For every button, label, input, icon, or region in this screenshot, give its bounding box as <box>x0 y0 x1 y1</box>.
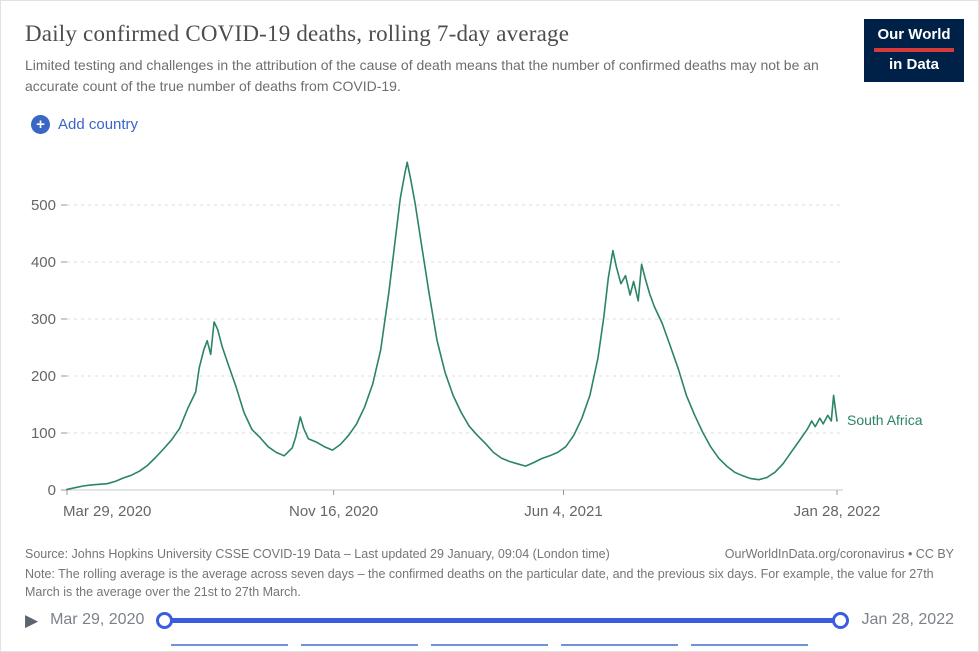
svg-text:0: 0 <box>48 482 56 499</box>
add-country-button[interactable]: + Add country <box>31 115 138 134</box>
svg-text:Nov 16, 2020: Nov 16, 2020 <box>289 503 378 520</box>
play-button[interactable]: ▶ <box>25 610 39 630</box>
svg-text:200: 200 <box>31 368 56 385</box>
svg-text:Jun 4, 2021: Jun 4, 2021 <box>524 503 602 520</box>
timeline-end-handle[interactable] <box>832 612 850 630</box>
timeline-track[interactable] <box>156 611 850 630</box>
plus-icon: + <box>31 115 50 134</box>
source-text: Source: Johns Hopkins University CSSE CO… <box>25 547 610 561</box>
svg-text:100: 100 <box>31 425 56 442</box>
chart-subtitle: Limited testing and challenges in the at… <box>25 57 819 94</box>
bottom-tab-3[interactable] <box>431 644 548 651</box>
bottom-tab-4[interactable] <box>561 644 678 651</box>
bottom-tab-2[interactable] <box>301 644 418 651</box>
page-title: Daily confirmed COVID-19 deaths, rolling… <box>25 21 570 46</box>
chart-svg[interactable]: 0 100 200 300 400 500 Mar 29, 2020 Nov 16, 2020… <box>23 138 958 538</box>
svg-text:400: 400 <box>31 254 56 271</box>
bottom-tab-1[interactable] <box>171 644 288 651</box>
timeline-control: ▶ Mar 29, 2020 Jan 28, 2022 <box>1 601 978 635</box>
chart-area[interactable]: 0 100 200 300 400 500 Mar 29, 2020 Nov 16, 2020… <box>1 134 978 543</box>
note-text: Note: The rolling average is the average… <box>25 567 934 600</box>
timeline-end-label: Jan 28, 2022 <box>861 611 954 629</box>
svg-text:Mar 29, 2020: Mar 29, 2020 <box>63 503 151 520</box>
svg-text:500: 500 <box>31 197 56 214</box>
chart-header: Daily confirmed COVID-19 deaths, rolling… <box>1 1 978 97</box>
bottom-tab-5[interactable] <box>691 644 808 651</box>
owid-logo-red-bar <box>874 48 954 52</box>
svg-text:Jan 28, 2022: Jan 28, 2022 <box>794 503 881 520</box>
owid-logo-line1: Our World <box>877 26 951 43</box>
bottom-tab-bar <box>1 644 978 651</box>
owid-logo[interactable]: Our World in Data <box>864 19 964 82</box>
chart-footer: Source: Johns Hopkins University CSSE CO… <box>1 543 978 601</box>
svg-text:300: 300 <box>31 311 56 328</box>
timeline-start-handle[interactable] <box>156 612 174 630</box>
timeline-start-label: Mar 29, 2020 <box>50 611 145 629</box>
owid-logo-line2: in Data <box>888 56 939 73</box>
add-country-label: Add country <box>58 116 139 133</box>
svg-text:South Africa: South Africa <box>847 412 923 428</box>
owid-link[interactable]: OurWorldInData.org/coronavirus • CC BY <box>724 547 954 561</box>
timeline-selected-range[interactable] <box>162 618 844 624</box>
